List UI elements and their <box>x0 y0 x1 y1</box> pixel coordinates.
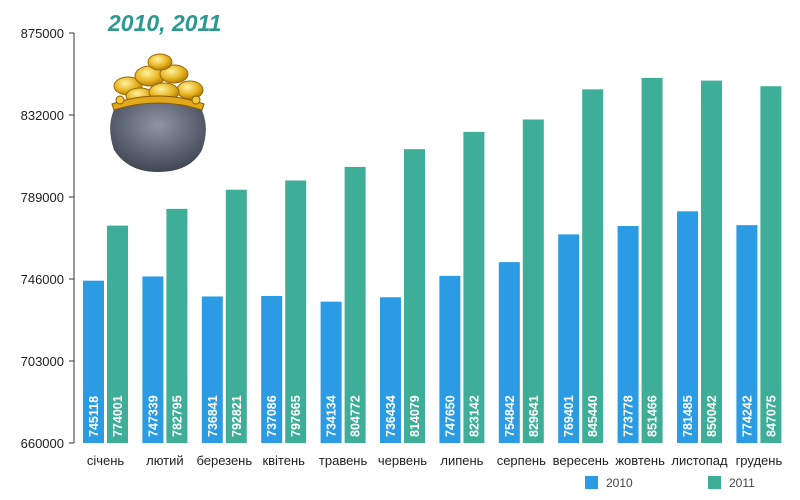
bar-2011-грудень <box>760 86 782 444</box>
bar-2011-листопад <box>701 80 722 443</box>
bar-2010-червень <box>380 297 401 443</box>
bar-2010-серпень <box>498 262 520 443</box>
y-tick-label: 660000 <box>21 436 64 451</box>
legend-label: 2010 <box>606 476 633 490</box>
bar-value-label: 797665 <box>289 395 303 437</box>
bar-value-label: 850042 <box>705 395 719 437</box>
bar-value-label: 774001 <box>111 395 125 437</box>
bar-2011-жовтень <box>641 77 663 444</box>
bar-2011-вересень <box>582 89 604 443</box>
bar-2011-січень <box>107 225 128 443</box>
bar-2011-квітень <box>285 180 307 443</box>
x-tick-label: липень <box>440 453 483 468</box>
bar-value-label: 814079 <box>408 395 422 437</box>
bar-value-label: 736434 <box>384 395 398 437</box>
bar-2010-жовтень <box>617 226 639 443</box>
bar-value-label: 736841 <box>206 395 220 437</box>
x-tick-label: березень <box>196 453 252 468</box>
y-tick-label: 832000 <box>21 108 64 123</box>
bar-value-label: 747339 <box>146 395 160 437</box>
bar-2010-листопад <box>677 211 698 443</box>
x-tick-label: серпень <box>497 453 546 468</box>
x-tick-label: листопад <box>671 453 728 468</box>
bar-2010-грудень <box>736 225 758 443</box>
bar-value-label: 773778 <box>622 395 636 437</box>
y-tick-label: 875000 <box>21 26 64 41</box>
bar-2010-лютий <box>142 276 164 443</box>
legend-swatch-2010 <box>585 476 598 489</box>
bar-2011-березень <box>225 189 247 443</box>
legend-swatch-2011 <box>708 476 721 489</box>
bar-2010-вересень <box>558 234 580 443</box>
bar-2011-серпень <box>522 119 544 443</box>
bar-value-label: 774242 <box>740 395 754 437</box>
bar-value-label: 734134 <box>325 395 339 437</box>
x-tick-label: квітень <box>262 453 305 468</box>
x-tick-label: грудень <box>736 453 783 468</box>
bar-2010-березень <box>201 296 223 443</box>
x-tick-label: травень <box>319 453 368 468</box>
bar-value-label: 845440 <box>586 395 600 437</box>
y-tick-label: 789000 <box>21 190 64 205</box>
bar-value-label: 781485 <box>681 395 695 437</box>
bar-2011-лютий <box>166 208 188 443</box>
bar-2011-травень <box>344 166 366 443</box>
bar-value-label: 747650 <box>443 395 457 437</box>
bar-2010-липень <box>439 275 461 443</box>
coin-purse-icon <box>110 53 206 172</box>
x-tick-label: червень <box>378 453 427 468</box>
bar-2010-квітень <box>261 295 283 443</box>
y-tick-label: 703000 <box>21 354 64 369</box>
bar-value-label: 804772 <box>349 395 363 437</box>
legend-label: 2011 <box>729 476 755 490</box>
bar-2011-липень <box>463 131 485 443</box>
bar-2010-січень <box>83 280 104 443</box>
bar-2011-червень <box>404 149 425 443</box>
bar-value-label: 851466 <box>646 395 660 437</box>
x-tick-label: січень <box>87 453 125 468</box>
bar-value-label: 754842 <box>503 395 517 437</box>
x-tick-label: вересень <box>553 453 609 468</box>
chart-title: 2010, 2011 <box>108 10 222 36</box>
bar-value-label: 847075 <box>764 395 778 437</box>
bar-value-label: 792821 <box>230 395 244 437</box>
bar-value-label: 769401 <box>562 395 576 437</box>
x-tick-label: жовтень <box>615 453 665 468</box>
bar-2010-травень <box>320 301 342 443</box>
bar-value-label: 823142 <box>467 395 481 437</box>
x-tick-label: лютий <box>146 453 184 468</box>
bar-value-label: 829641 <box>527 395 541 437</box>
bar-value-label: 745118 <box>87 396 101 437</box>
y-tick-label: 746000 <box>21 272 64 287</box>
bar-value-label: 782795 <box>170 395 184 437</box>
bar-value-label: 737086 <box>265 395 279 437</box>
